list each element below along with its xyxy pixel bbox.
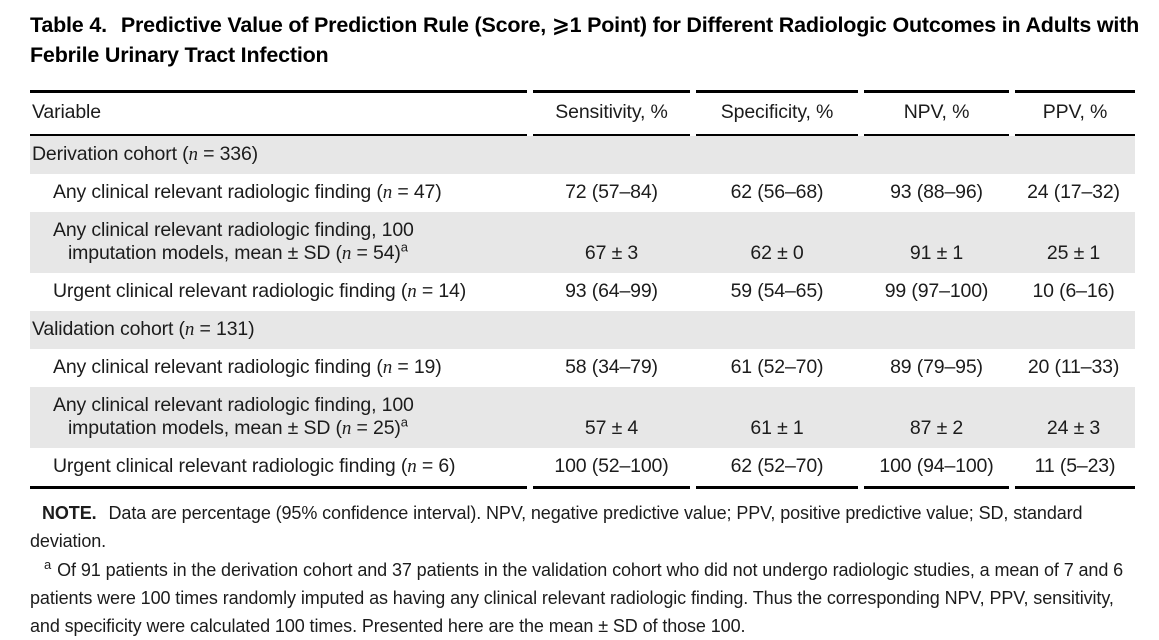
italic-n: n bbox=[407, 456, 417, 477]
footnote-marker-a: a bbox=[400, 414, 408, 430]
cell-npv bbox=[861, 311, 1012, 349]
table-row-derivation-cohort: Derivation cohort (n = 336) bbox=[30, 135, 1135, 174]
cell-ppv bbox=[1012, 311, 1135, 349]
table-row-urgent-finding-derivation: Urgent clinical relevant radiologic find… bbox=[30, 273, 1135, 311]
note-paragraph: NOTE. Data are percentage (95% confidence… bbox=[30, 499, 1138, 555]
cell-ppv: 24 ± 3 bbox=[1012, 387, 1135, 448]
row-label: Urgent clinical relevant radiologic find… bbox=[30, 448, 530, 489]
cell-ppv: 10 (6–16) bbox=[1032, 280, 1115, 302]
row-label: Any clinical relevant radiologic finding… bbox=[53, 181, 442, 203]
note-text: Data are percentage (95% confidence inte… bbox=[30, 503, 1083, 551]
cell-sensitivity: 57 ± 4 bbox=[530, 387, 693, 448]
cell-sensitivity: 72 (57–84) bbox=[565, 181, 658, 203]
cell-specificity: 61 (52–70) bbox=[730, 356, 824, 378]
italic-n: n bbox=[341, 243, 352, 264]
footnote-a-marker: a bbox=[44, 557, 52, 572]
cell-specificity: 62 ± 0 bbox=[693, 212, 861, 273]
footnote-a-text: Of 91 patients in the derivation cohort … bbox=[30, 560, 1124, 636]
cell-sensitivity: 100 (52–100) bbox=[527, 448, 693, 489]
cell-sensitivity: 93 (64–99) bbox=[565, 280, 658, 302]
italic-n: n bbox=[341, 418, 352, 439]
table-row-any-finding-derivation: Any clinical relevant radiologic finding… bbox=[30, 174, 1135, 212]
cell-specificity: 61 ± 1 bbox=[693, 387, 861, 448]
row-label-line1: Any clinical relevant radiologic finding… bbox=[53, 394, 414, 416]
header-row: Variable Sensitivity, % Specificity, % N… bbox=[30, 90, 1135, 136]
table-number-label: Table 4. bbox=[30, 13, 107, 37]
row-label: Urgent clinical relevant radiologic find… bbox=[53, 280, 467, 302]
cell-npv: 99 (97–100) bbox=[884, 280, 989, 302]
cell-npv bbox=[861, 135, 1012, 174]
table-notes: NOTE. Data are percentage (95% confidence… bbox=[30, 499, 1138, 640]
cell-specificity: 62 (52–70) bbox=[690, 448, 861, 489]
row-label: Validation cohort (n = 131) bbox=[30, 311, 530, 349]
table-row-imputation-derivation: Any clinical relevant radiologic finding… bbox=[30, 212, 1135, 273]
table-row-urgent-finding-validation: Urgent clinical relevant radiologic find… bbox=[30, 448, 1135, 489]
table-body: Derivation cohort (n = 336) Any clinical… bbox=[30, 135, 1135, 489]
cell-sensitivity bbox=[530, 311, 693, 349]
note-label: NOTE. bbox=[42, 503, 97, 523]
column-header-variable: Variable bbox=[30, 90, 530, 136]
row-label: Any clinical relevant radiologic finding… bbox=[30, 387, 530, 448]
italic-n: n bbox=[188, 144, 198, 165]
column-header-ppv: PPV, % bbox=[1009, 90, 1135, 136]
row-label: Any clinical relevant radiologic finding… bbox=[30, 212, 530, 273]
cell-npv: 87 ± 2 bbox=[861, 387, 1012, 448]
cell-npv: 89 (79–95) bbox=[890, 356, 983, 378]
row-label: Derivation cohort (n = 336) bbox=[30, 135, 530, 174]
column-header-specificity: Specificity, % bbox=[690, 90, 861, 136]
cell-specificity: 59 (54–65) bbox=[730, 280, 824, 302]
table-row-any-finding-validation: Any clinical relevant radiologic finding… bbox=[30, 349, 1135, 387]
table-row-validation-cohort: Validation cohort (n = 131) bbox=[30, 311, 1135, 349]
cell-sensitivity: 67 ± 3 bbox=[530, 212, 693, 273]
cell-ppv: 25 ± 1 bbox=[1012, 212, 1135, 273]
italic-n: n bbox=[407, 281, 417, 302]
cell-specificity bbox=[693, 311, 861, 349]
cell-ppv bbox=[1012, 135, 1135, 174]
cell-ppv: 20 (11–33) bbox=[1027, 356, 1120, 378]
cell-npv: 100 (94–100) bbox=[858, 448, 1012, 489]
cell-ppv: 24 (17–32) bbox=[1027, 181, 1120, 203]
cell-specificity: 62 (56–68) bbox=[730, 181, 824, 203]
row-label-line1: Any clinical relevant radiologic finding… bbox=[53, 219, 414, 241]
row-label-line2: imputation models, mean ± SD (n = 25)a bbox=[68, 414, 408, 440]
cell-sensitivity bbox=[530, 135, 693, 174]
column-header-sensitivity: Sensitivity, % bbox=[527, 90, 693, 136]
italic-n: n bbox=[382, 357, 393, 378]
page: Table 4. Predictive Value of Prediction R… bbox=[30, 10, 1145, 636]
cell-ppv: 11 (5–23) bbox=[1009, 448, 1135, 489]
table-title: Table 4. Predictive Value of Prediction R… bbox=[30, 10, 1145, 70]
row-label: Any clinical relevant radiologic finding… bbox=[53, 356, 442, 378]
cell-sensitivity: 58 (34–79) bbox=[565, 356, 658, 378]
row-label-line2: imputation models, mean ± SD (n = 54)a bbox=[68, 239, 408, 265]
cell-npv: 91 ± 1 bbox=[861, 212, 1012, 273]
italic-n: n bbox=[382, 182, 393, 203]
footnote-marker-a: a bbox=[400, 239, 408, 255]
column-header-npv: NPV, % bbox=[858, 90, 1012, 136]
table-row-imputation-validation: Any clinical relevant radiologic finding… bbox=[30, 387, 1135, 448]
italic-n: n bbox=[184, 319, 195, 340]
cell-npv: 93 (88–96) bbox=[890, 181, 983, 203]
cell-specificity bbox=[693, 135, 861, 174]
table-title-text: Predictive Value of Prediction Rule (Sco… bbox=[30, 13, 1140, 67]
footnote-a-paragraph: a Of 91 patients in the derivation cohort… bbox=[30, 556, 1138, 640]
table-header: Variable Sensitivity, % Specificity, % N… bbox=[30, 90, 1135, 136]
predictive-value-table: Variable Sensitivity, % Specificity, % N… bbox=[30, 90, 1135, 489]
